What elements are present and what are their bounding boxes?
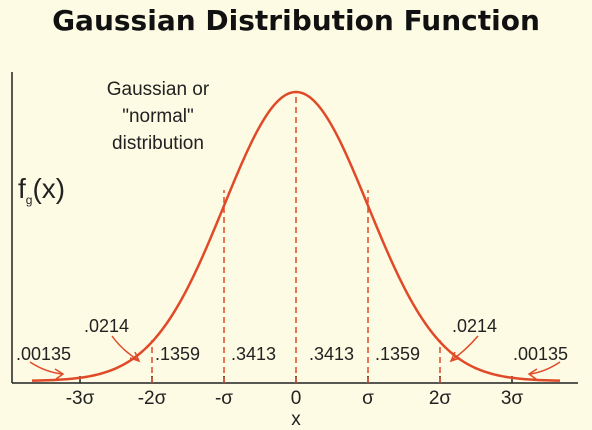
curve-label-line: "normal" <box>122 106 194 127</box>
arrow-right-band <box>451 335 479 361</box>
tick-label: 2σ <box>429 388 452 409</box>
y-axis-label: fg(x) <box>18 173 65 207</box>
tick-label: σ <box>362 388 374 409</box>
tick-labels: -3σ -2σ -σ 0 σ 2σ 3σ <box>66 388 524 409</box>
arrow-right-tail <box>529 361 561 375</box>
area-labels: .00135 .0214 .1359 .3413 .3413 .1359 .02… <box>16 316 568 364</box>
curve-label-line: Gaussian or <box>107 79 210 100</box>
tick-label: -3σ <box>66 388 95 409</box>
curve-label: Gaussian or "normal" distribution <box>107 79 210 154</box>
y-label-arg: (x) <box>32 173 65 204</box>
arrow-right-tail-head <box>527 368 538 380</box>
area-label-center-left: .3413 <box>231 344 276 364</box>
pointer-arrows <box>29 335 561 380</box>
area-label-center-right: .3413 <box>309 344 354 364</box>
curve-label-line: distribution <box>112 133 204 154</box>
sigma-lines <box>151 92 441 383</box>
tick-label: 0 <box>291 388 302 409</box>
arrow-right-band-head <box>449 351 461 363</box>
y-label-main: f <box>18 173 26 204</box>
diagram-title: Gaussian Distribution Function <box>52 4 540 37</box>
area-label-band-right-2: .0214 <box>452 316 497 336</box>
gaussian-curve <box>31 90 561 382</box>
area-label-band-left-2: .0214 <box>84 316 129 336</box>
arrow-left-band <box>111 335 139 361</box>
tick-label: -2σ <box>138 388 167 409</box>
tick-label: 3σ <box>501 388 524 409</box>
area-label-tail-right: .00135 <box>513 344 568 364</box>
arrow-left-tail <box>29 361 63 375</box>
x-axis-label: x <box>291 409 301 430</box>
y-label-subscript: g <box>26 193 33 207</box>
arrow-left-band-head <box>129 351 141 363</box>
area-label-band-right-1: .1359 <box>375 344 420 364</box>
area-label-band-left-1: .1359 <box>155 344 200 364</box>
area-label-tail-left: .00135 <box>16 344 71 364</box>
arrow-left-tail-head <box>54 368 65 380</box>
tick-label: -σ <box>215 388 233 409</box>
